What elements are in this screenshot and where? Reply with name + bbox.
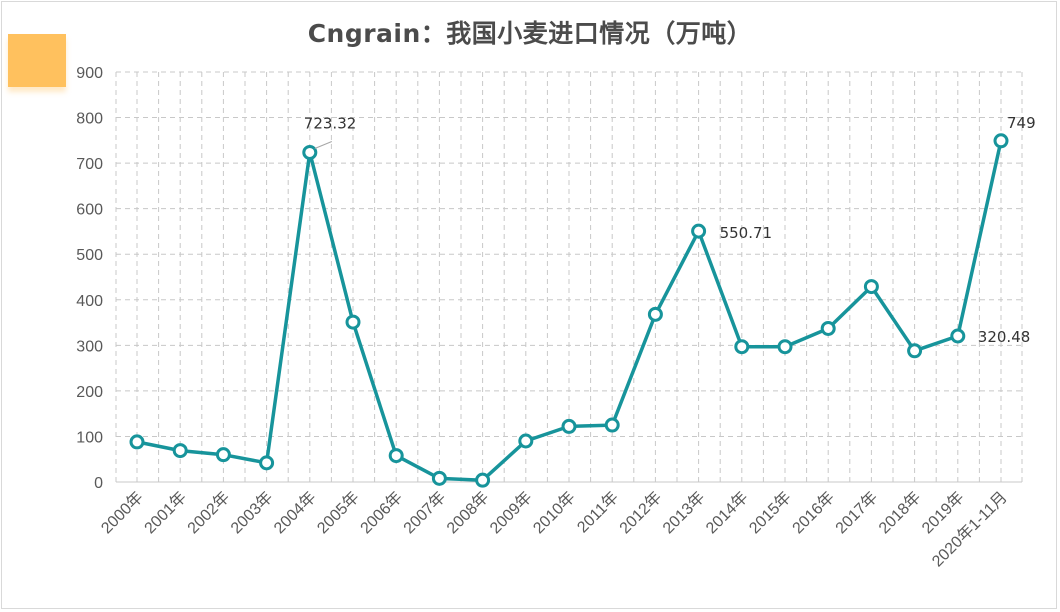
data-point xyxy=(691,223,707,239)
accent-block xyxy=(8,34,66,87)
data-point xyxy=(950,328,966,344)
y-tick-label: 300 xyxy=(76,338,103,355)
y-tick-label: 700 xyxy=(76,156,103,173)
data-point xyxy=(302,144,318,160)
y-tick-label: 500 xyxy=(76,247,103,264)
data-label: 320.48 xyxy=(978,328,1031,346)
x-tick-label: 2008年 xyxy=(443,488,492,537)
data-point xyxy=(475,472,491,488)
x-tick-label: 2015年 xyxy=(746,488,795,537)
x-tick-label: 2017年 xyxy=(832,488,881,537)
y-tick-label: 100 xyxy=(76,429,103,446)
data-point xyxy=(259,455,275,471)
data-point xyxy=(993,133,1009,149)
data-point xyxy=(604,417,620,433)
grid-lines xyxy=(115,71,1023,483)
x-tick-label: 2005年 xyxy=(314,488,363,537)
data-point xyxy=(820,320,836,336)
data-point xyxy=(388,448,404,464)
x-tick-label: 2000年 xyxy=(98,488,147,537)
data-point xyxy=(863,279,879,295)
data-point xyxy=(215,447,231,463)
data-point xyxy=(431,470,447,486)
y-tick-label: 600 xyxy=(76,202,103,219)
data-point xyxy=(172,443,188,459)
data-point xyxy=(345,314,361,330)
data-label: 550.71 xyxy=(720,224,773,242)
y-tick-label: 200 xyxy=(76,384,103,401)
x-tick-label: 2014年 xyxy=(702,488,751,537)
data-points xyxy=(129,133,1009,488)
x-tick-label: 2002年 xyxy=(184,488,233,537)
data-labels: 723.32 550.71 320.48 749 xyxy=(304,114,1036,346)
x-tick-label: 2011年 xyxy=(574,488,622,536)
data-point xyxy=(561,418,577,434)
data-point xyxy=(777,339,793,355)
x-tick-label: 2016年 xyxy=(789,488,838,537)
x-tick-label: 2020年1-11月 xyxy=(928,488,1010,570)
data-point xyxy=(129,434,145,450)
x-tick-label: 2001年 xyxy=(141,488,190,537)
x-tick-label: 2013年 xyxy=(659,488,708,537)
y-tick-label: 0 xyxy=(94,475,103,492)
y-tick-label: 900 xyxy=(76,65,103,82)
data-label: 749 xyxy=(1007,114,1036,132)
x-tick-label: 2010年 xyxy=(530,488,579,537)
x-tick-label: 2009年 xyxy=(486,488,535,537)
y-tick-label: 400 xyxy=(76,293,103,310)
data-label: 723.32 xyxy=(304,114,357,132)
y-axis-ticks: 0 100 200 300 400 500 600 700 800 900 xyxy=(76,65,103,492)
x-tick-label: 2003年 xyxy=(227,488,276,537)
data-point xyxy=(734,339,750,355)
x-tick-label: 2012年 xyxy=(616,488,665,537)
x-tick-label: 2006年 xyxy=(357,488,406,537)
x-axis-ticks: 2000年2001年2002年2003年2004年2005年2006年2007年… xyxy=(98,488,1011,570)
x-tick-label: 2018年 xyxy=(875,488,924,537)
y-tick-label: 800 xyxy=(76,111,103,128)
data-point xyxy=(647,306,663,322)
leader-line xyxy=(314,141,332,149)
x-tick-label: 2004年 xyxy=(270,488,319,537)
data-point xyxy=(907,343,923,359)
chart-title: Cngrain：我国小麦进口情况（万吨） xyxy=(307,19,753,48)
data-point xyxy=(518,433,534,449)
x-tick-label: 2007年 xyxy=(400,488,449,537)
